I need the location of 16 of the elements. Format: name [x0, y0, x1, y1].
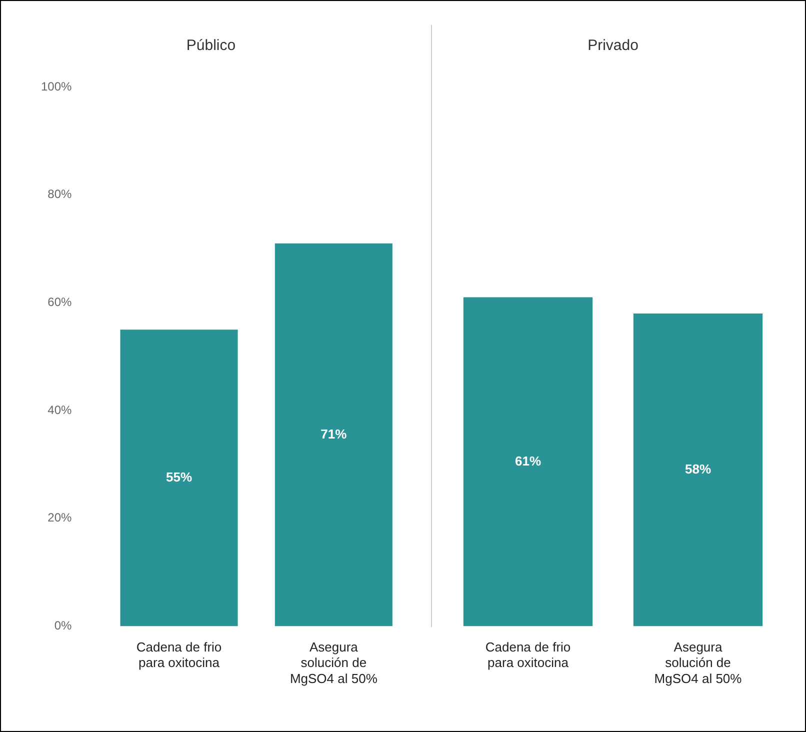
- chart-title: Privado: [588, 37, 638, 54]
- data-label: 55%: [166, 470, 192, 484]
- y-tick-label: 20%: [48, 510, 72, 525]
- chart-title: Público: [186, 37, 236, 54]
- x-tick-label: Asegura solución de MgSO4 al 50%: [654, 640, 742, 686]
- y-tick-label: 60%: [48, 294, 72, 309]
- y-tick-label: 100%: [40, 79, 72, 94]
- y-tick-label: 0%: [54, 618, 72, 633]
- data-label: 71%: [320, 426, 348, 442]
- x-tick-label: Cadena de frio para oxitocina: [136, 640, 222, 670]
- x-tick-label: Asegura solución de MgSO4 al 50%: [290, 640, 378, 686]
- y-tick-label: 80%: [48, 187, 72, 202]
- y-tick-label: 40%: [48, 402, 72, 417]
- data-label: 58%: [684, 461, 712, 476]
- x-tick-label: Cadena de frio para oxitocina: [485, 640, 571, 670]
- data-label: 61%: [514, 453, 542, 468]
